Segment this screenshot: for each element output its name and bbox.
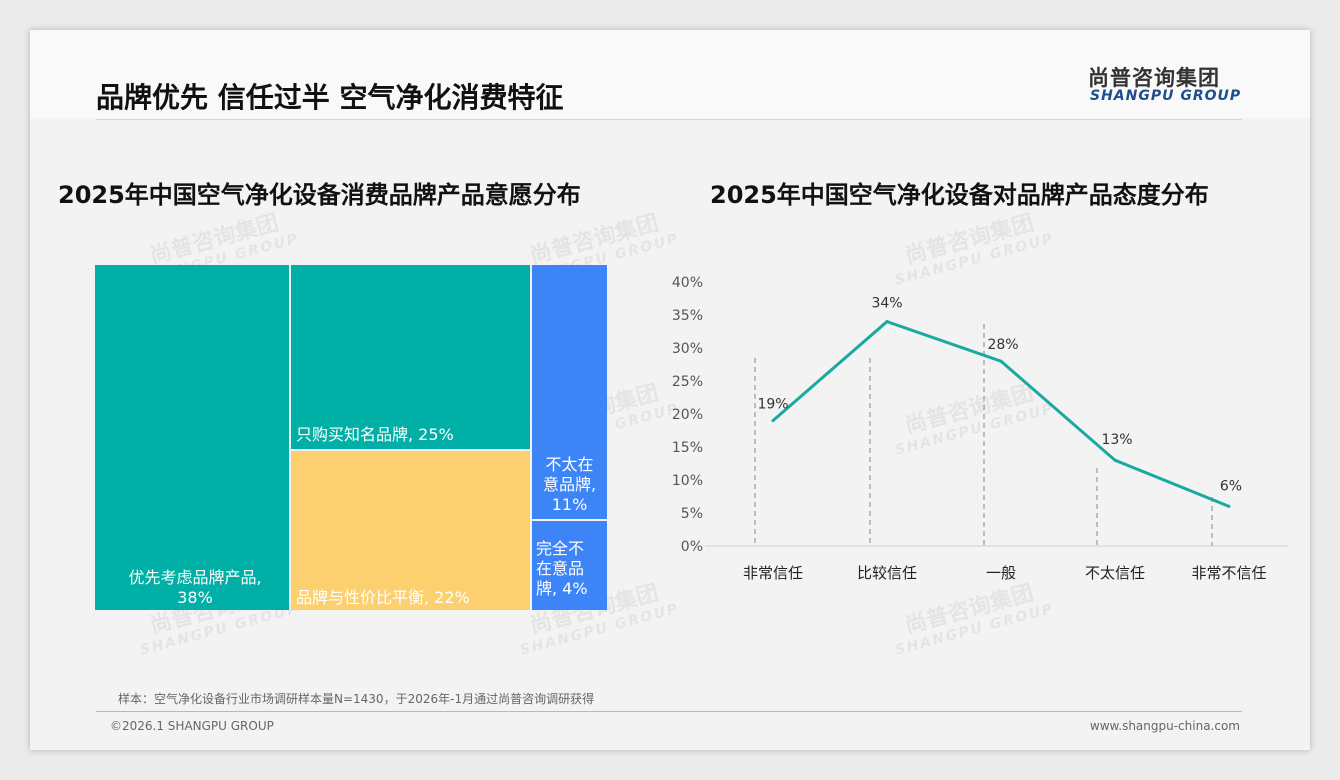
y-tick-label: 10% [672, 473, 703, 489]
data-label: 6% [1220, 478, 1242, 494]
x-tick-label: 一般 [986, 564, 1016, 582]
line-chart-title: 2025年中国空气净化设备对品牌产品态度分布 [710, 181, 1209, 209]
data-label: 34% [871, 296, 902, 312]
cell-label: 只购买知名品牌, 25% [296, 425, 454, 444]
copyright: ©2026.1 SHANGPU GROUP [110, 719, 274, 733]
y-tick-label: 5% [681, 506, 703, 522]
page-title: 品牌优先 信任过半 空气净化消费特征 [96, 81, 564, 114]
header [30, 30, 1310, 118]
y-tick-label: 30% [672, 341, 703, 357]
slide: 品牌优先 信任过半 空气净化消费特征 尚普咨询集团 SHANGPU GROUP … [30, 30, 1310, 750]
cell-label: 意品牌, [542, 475, 597, 494]
data-point [999, 359, 1003, 363]
data-label: 28% [987, 337, 1018, 353]
data-label: 19% [757, 397, 788, 413]
x-tick-label: 非常信任 [743, 564, 803, 582]
logo-cn: 尚普咨询集团 [1088, 66, 1220, 90]
y-tick-label: 20% [672, 407, 703, 423]
footer-divider [96, 711, 1242, 712]
cell-value: 11% [551, 495, 588, 514]
data-label: 13% [1101, 432, 1132, 448]
data-point [885, 320, 889, 324]
cell-label: 完全不在意品牌, 4% [536, 539, 588, 598]
data-point [1227, 504, 1231, 508]
cell-label: 优先考虑品牌产品, [128, 568, 262, 587]
treemap-title: 2025年中国空气净化设备消费品牌产品意愿分布 [58, 181, 581, 209]
treemap-cell-brand-first: 优先考虑品牌产品, 38% [95, 265, 289, 610]
cell-label: 品牌与性价比平衡, 22% [296, 588, 470, 607]
x-tick-label: 不太信任 [1085, 564, 1145, 582]
y-tick-label: 25% [672, 374, 703, 390]
divider [96, 119, 1242, 120]
y-tick-label: 40% [672, 275, 703, 291]
treemap-cell-known-brands: 只购买知名品牌, 25% [291, 265, 530, 449]
cell-label: 不太在 [545, 455, 594, 474]
treemap-cell-balance: 品牌与性价比平衡, 22% [291, 451, 530, 610]
x-tick-label: 比较信任 [857, 564, 917, 582]
cell-value: 38% [177, 588, 213, 607]
line-chart: 0% 5% 10% 15% 20% 25% 30% 35% 40% 19% 非常信任 34% 比较信任 2… [672, 275, 1288, 582]
y-tick-label: 0% [681, 539, 703, 555]
sample-note: 样本：空气净化设备行业市场调研样本量N=1430，于2026年-1月通过尚普咨询… [118, 692, 595, 706]
data-point [771, 419, 775, 423]
x-tick-label: 非常不信任 [1191, 564, 1266, 582]
y-tick-label: 35% [672, 308, 703, 324]
treemap-cell-not-care-at-all: 完全不在意品牌, 4% [532, 521, 607, 610]
y-tick-label: 15% [672, 440, 703, 456]
website: www.shangpu-china.com [1089, 719, 1240, 733]
logo-en: SHANGPU GROUP [1090, 88, 1242, 104]
treemap-cell-not-care: 不太在 意品牌, 11% [532, 265, 607, 519]
data-point [1113, 458, 1117, 462]
